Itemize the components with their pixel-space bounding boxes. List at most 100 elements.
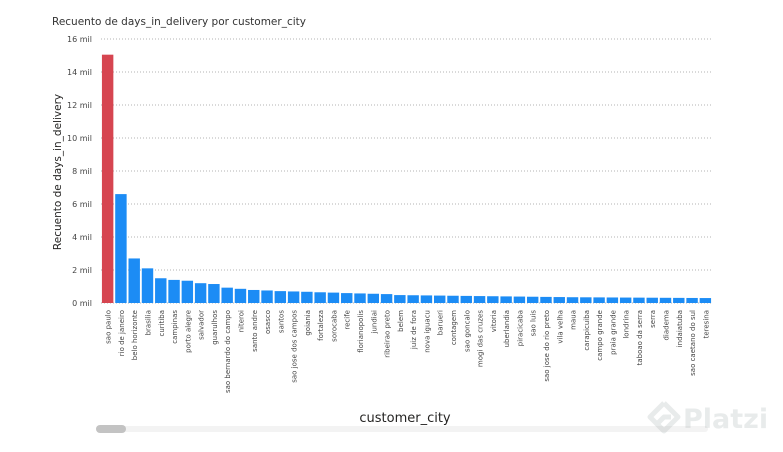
x-axis-title: customer_city	[359, 411, 451, 426]
platzi-logo-icon	[647, 401, 681, 434]
bar-sao-bernardo-do-campo[interactable]	[221, 287, 233, 303]
x-tick-label: niteroi	[237, 310, 245, 332]
bar-sao-goncalo[interactable]	[460, 295, 472, 303]
bar-porto-alegre[interactable]	[181, 280, 194, 303]
x-tick-label: indaiatuba	[676, 310, 684, 347]
bar-fortaleza[interactable]	[314, 292, 326, 303]
bar-sao-caetano-do-sul[interactable]	[686, 297, 698, 303]
bar-campinas[interactable]	[168, 279, 180, 303]
x-tick-label: juiz de fora	[410, 310, 418, 350]
x-tick-label: belo horizonte	[131, 310, 139, 360]
bar-nova-iguacu[interactable]	[420, 295, 433, 303]
bar-sao-jose-dos-campos[interactable]	[287, 291, 300, 303]
bar-maua[interactable]	[566, 297, 579, 303]
bar-uberlandia[interactable]	[500, 296, 512, 303]
bar-florianopolis[interactable]	[354, 293, 366, 303]
bar-taboao-da-serra[interactable]	[633, 297, 645, 303]
x-tick-label: goiania	[304, 310, 312, 336]
x-tick-label: santos	[277, 310, 285, 333]
bar-sao-jose-do-rio-preto[interactable]	[540, 296, 552, 303]
x-tick-label: teresina	[702, 310, 710, 338]
bar-curitiba[interactable]	[155, 278, 167, 303]
bar-sao-paulo[interactable]	[101, 54, 114, 303]
x-tick-label: recife	[344, 310, 352, 330]
bar-campo-grande[interactable]	[593, 297, 605, 303]
x-tick-label: serra	[649, 310, 657, 328]
x-tick-label: curitiba	[158, 310, 166, 337]
bar-sao-luis[interactable]	[526, 296, 539, 303]
x-tick-label: sorocaba	[330, 310, 338, 342]
bar-indaiatuba[interactable]	[673, 297, 685, 303]
bar-teresina[interactable]	[699, 298, 712, 303]
y-tick-label: 4 mil	[72, 233, 92, 242]
y-tick-label: 12 mil	[67, 101, 92, 110]
chart-title: Recuento de days_in_delivery por custome…	[52, 16, 306, 28]
x-tick-label: rio de janeiro	[118, 310, 126, 356]
x-tick-label: sao bernardo do campo	[224, 310, 232, 393]
x-tick-label: salvador	[198, 310, 206, 340]
bar-osasco[interactable]	[261, 290, 273, 303]
x-tick-label: piracicaba	[516, 310, 524, 346]
x-tick-label: sao goncalo	[463, 310, 471, 352]
bar-santo-andre[interactable]	[248, 289, 260, 303]
bar-diadema[interactable]	[659, 297, 672, 303]
bar-vitoria[interactable]	[487, 296, 499, 303]
bar-londrina[interactable]	[619, 297, 632, 303]
x-tick-label: sao luis	[530, 310, 538, 337]
bar-brasilia[interactable]	[141, 268, 154, 303]
y-tick-label: 6 mil	[72, 200, 92, 209]
x-tick-label: campinas	[171, 310, 179, 344]
bars	[101, 54, 712, 303]
bar-santos[interactable]	[274, 291, 287, 303]
x-tick-label: belem	[397, 310, 405, 332]
x-tick-label: campo grande	[596, 310, 604, 361]
x-tick-label: sao caetano do sul	[689, 310, 697, 376]
x-tick-label: vitoria	[490, 310, 498, 332]
x-tick-label: guarulhos	[211, 310, 219, 345]
x-tick-label: jundiai	[370, 310, 378, 334]
x-tick-label: osasco	[264, 310, 272, 334]
y-tick-label: 10 mil	[67, 134, 92, 143]
x-tick-label: sao paulo	[105, 310, 113, 344]
bar-rio-de-janeiro[interactable]	[115, 194, 127, 303]
bar-serra[interactable]	[646, 297, 658, 303]
bar-jundiai[interactable]	[367, 293, 380, 303]
scrollbar-thumb[interactable]	[96, 425, 126, 433]
bar-vila-velha[interactable]	[553, 297, 565, 303]
y-axis-title: Recuento de days_in_delivery	[52, 94, 64, 250]
x-tick-label: brasilia	[144, 310, 152, 335]
bar-belem[interactable]	[394, 295, 406, 303]
bar-goiania[interactable]	[301, 291, 313, 303]
x-axis-ticks: sao paulo rio de janeiro belo horizonte bra…	[105, 310, 711, 393]
bar-barueri[interactable]	[433, 295, 446, 303]
bar-recife[interactable]	[341, 293, 353, 303]
y-tick-label: 8 mil	[72, 167, 92, 176]
y-tick-label: 16 mil	[67, 35, 92, 44]
x-tick-label: londrina	[623, 310, 631, 339]
bar-guarulhos[interactable]	[208, 284, 220, 303]
x-tick-label: taboao da serra	[636, 310, 644, 365]
bar-niteroi[interactable]	[234, 288, 247, 303]
bar-sorocaba[interactable]	[327, 292, 340, 303]
x-tick-label: contagem	[450, 310, 458, 345]
bar-contagem[interactable]	[447, 295, 459, 303]
horizontal-scrollbar[interactable]	[96, 426, 708, 432]
x-tick-label: vila velha	[556, 310, 564, 344]
x-tick-label: ribeirao preto	[384, 310, 392, 358]
x-tick-label: florianopolis	[357, 310, 365, 353]
bar-salvador[interactable]	[194, 283, 207, 303]
y-tick-label: 14 mil	[67, 68, 92, 77]
x-tick-label: fortaleza	[317, 310, 325, 341]
bar-ribeirao-preto[interactable]	[380, 294, 393, 303]
x-tick-label: praia grande	[609, 310, 617, 355]
bar-belo-horizonte[interactable]	[128, 258, 140, 303]
y-tick-label: 0 mil	[72, 299, 92, 308]
bar-juiz-de-fora[interactable]	[407, 295, 419, 303]
grid-layer	[101, 38, 712, 304]
y-axis-ticks: 0 mil 2 mil 4 mil 6 mil 8 mil 10 mil 12 mil 14 …	[67, 35, 92, 308]
bar-piracicaba[interactable]	[513, 296, 526, 303]
bar-praia-grande[interactable]	[606, 297, 619, 303]
bar-mogi-das-cruzes[interactable]	[473, 296, 486, 303]
x-tick-label: barueri	[437, 310, 445, 335]
bar-carapicuiba[interactable]	[580, 297, 592, 303]
